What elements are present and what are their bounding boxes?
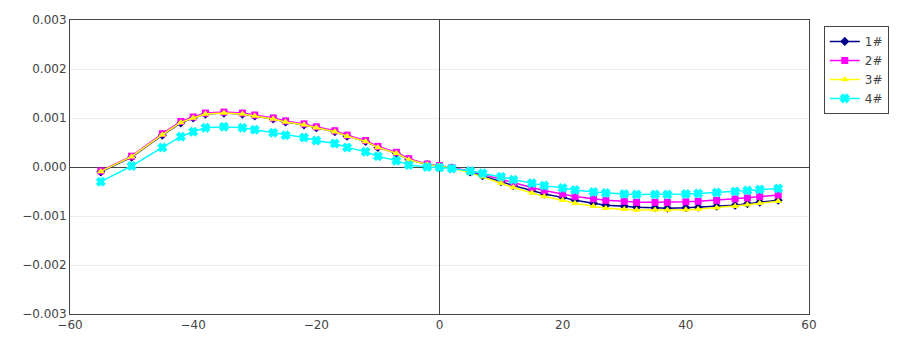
svg-text:0: 0 — [436, 318, 444, 332]
svg-text:1#: 1# — [865, 35, 883, 49]
svg-text:0.000: 0.000 — [32, 160, 66, 174]
svg-text:20: 20 — [555, 318, 570, 332]
svg-text:4#: 4# — [865, 92, 883, 106]
svg-text:−0.003: −0.003 — [22, 307, 66, 321]
svg-text:60: 60 — [801, 318, 816, 332]
svg-text:0.003: 0.003 — [32, 13, 66, 27]
svg-text:2#: 2# — [865, 54, 883, 68]
svg-text:−60: −60 — [57, 318, 82, 332]
svg-text:3#: 3# — [865, 73, 883, 87]
svg-text:40: 40 — [678, 318, 693, 332]
svg-text:−0.002: −0.002 — [22, 258, 66, 272]
svg-text:−40: −40 — [181, 318, 206, 332]
svg-text:0.001: 0.001 — [32, 111, 66, 125]
svg-text:−0.001: −0.001 — [22, 209, 66, 223]
svg-text:−20: −20 — [304, 318, 329, 332]
svg-text:0.002: 0.002 — [32, 62, 66, 76]
